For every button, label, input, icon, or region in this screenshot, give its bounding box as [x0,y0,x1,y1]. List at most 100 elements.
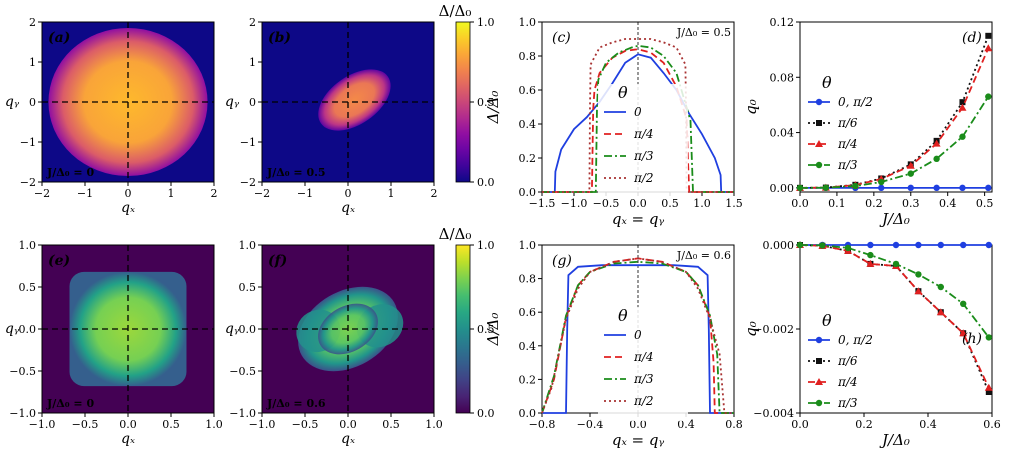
panel-annotation: J/Δ₀ = 0.6 [266,397,326,410]
data-point [796,184,804,192]
x-axis-label: qₓ = qᵧ [612,210,665,228]
data-point [819,242,826,249]
y-tick-label: 0.2 [519,152,537,165]
x-tick-label: −1.0 [29,418,56,431]
legend-marker [815,161,823,169]
y-axis-label: Δ/Δ₀ [484,91,502,125]
x-axis-label: qₓ [121,200,135,216]
legend-title: θ [822,311,832,330]
x-axis-label: qₓ [341,200,355,216]
y-axis-label: qᵧ [225,321,240,337]
data-point [878,184,885,192]
y-tick-label: 0.5 [239,281,257,294]
legend: θ 0, π/2 π/6 π/4 π/3 [808,311,873,410]
data-point [906,161,915,169]
y-tick-label: 0.2 [519,373,537,386]
data-point [915,271,922,278]
series-line-0 [542,264,734,414]
heatmap-panel-e: −1.0 −0.5 0.0 0.5 1.0 −1.0 −0.5 0.0 0.5 1.0 qₓ qᵧ (e… [5,239,223,447]
y-tick-label: −1 [240,136,256,149]
data-point [867,251,874,259]
colorbar-tick-label: 1.0 [477,16,495,29]
heatmap-panel-a: −2 −1 0 1 2 −2 −1 0 1 2 qₓ qᵧ (a) J/Δ₀ = 0 [5,16,218,216]
y-tick-label: 0.12 [770,16,795,29]
x-tick-label: 0.0 [629,418,647,431]
legend-label: π/2 [633,171,654,185]
data-point [985,93,992,100]
x-tick-label: −0.4 [577,418,604,431]
colorbar-tick-label: 1.0 [477,239,495,252]
colorbar-label: Δ/Δ₀ [439,225,472,243]
plot-panel-d: 0.0 0.1 0.2 0.3 0.4 0.5 0.00 0.04 0.08 0.12 θ 0, π/… [742,16,993,228]
plot-panel-h: 0.0 0.2 0.4 0.6 −0.004 −0.002 0.000 θ 0, π/2 π/6 π… [742,239,1001,449]
y-tick-label: −0.004 [753,407,794,420]
legend-label: 0, π/2 [838,333,873,347]
x-tick-label: 0.0 [791,418,809,431]
series-line-1 [799,35,990,189]
x-tick-label: 0 [345,187,352,200]
x-tick-label: 1.0 [425,418,443,431]
heatmap-panel-f: −1.0 −0.5 0.0 0.5 1.0 −1.0 −0.5 0.0 0.5 1.0 qₓ qᵧ (f… [225,239,443,447]
x-tick-label: 1.5 [725,197,743,210]
x-tick-label: −0.5 [292,418,319,431]
x-tick-label: 1.0 [693,197,711,210]
data-point [959,329,968,337]
data-point [960,241,967,249]
legend-title: θ [822,73,832,92]
y-tick-label: 1.0 [239,239,257,252]
panel-label: (g) [552,253,572,269]
data-point [907,170,914,177]
legend-label: π/4 [633,127,654,141]
panel-label: (f) [268,253,287,269]
legend-label: π/4 [837,137,858,151]
data-point [822,184,830,191]
x-tick-label: 0.3 [902,197,920,210]
y-axis-label: qᵧ [5,321,20,337]
y-axis-label: qᵧ [5,94,20,110]
y-tick-label: 0.0 [239,323,257,336]
colorbar-f: 0.0 0.5 1.0 Δ/Δ₀ [439,225,495,420]
data-point [958,103,967,111]
y-tick-label: 0.6 [519,306,537,319]
data-point [985,32,992,39]
x-tick-label: 2 [431,187,438,200]
legend: θ0 π/4 π/3 π/2 [598,83,688,198]
legend-marker [815,98,823,106]
data-point [866,259,875,267]
legend-label: π/3 [633,149,654,163]
x-tick-label: −1.0 [561,197,588,210]
y-tick-label: 0.0 [519,186,537,199]
y-tick-label: 2 [249,16,256,29]
y-axis-label: q₀ [742,321,760,337]
data-point [984,44,993,52]
data-point [960,300,967,307]
legend-label: π/4 [837,375,858,389]
x-tick-label: −1.5 [529,197,556,210]
x-tick-label: 0.5 [661,197,679,210]
y-axis-label: Δ/Δ₀ [484,313,502,347]
colorbar-tick-label: 0.0 [477,407,495,420]
legend-marker [815,336,823,344]
data-point [959,133,966,140]
x-tick-label: −2 [254,187,270,200]
colorbar-b: 0.0 0.5 1.0 Δ/Δ₀ [439,2,495,189]
y-tick-label: 0.8 [519,50,537,63]
x-axis-label: qₓ [121,431,135,447]
legend: θ0 π/4 π/3 π/2 [598,306,688,421]
series-line-1 [541,257,734,414]
series-line-3 [799,96,990,189]
x-tick-label: 1 [168,187,175,200]
plot-panel-c: −1.5 −1.0 −0.5 0.0 0.5 1.0 1.5 0.0 0.2 0.4 0.6 0.8 1… [484,16,743,228]
x-tick-label: 0.2 [855,418,873,431]
y-tick-label: −1.0 [9,407,36,420]
gap-region [318,69,391,131]
data-point [933,184,940,192]
y-tick-label: −0.5 [229,365,256,378]
y-tick-label: 1.0 [19,239,37,252]
x-axis-label: J/Δ₀ [879,431,910,449]
y-tick-label: −2 [20,176,36,189]
data-point [985,241,992,249]
colorbar-gradient [455,21,471,183]
data-point [984,383,993,391]
y-tick-label: 0.08 [770,71,795,84]
